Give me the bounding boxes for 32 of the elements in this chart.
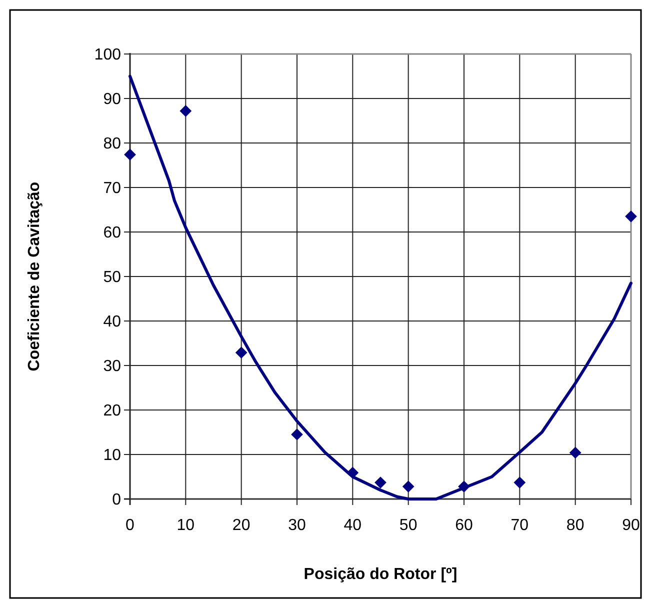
y-tick-label: 100: [94, 46, 122, 64]
y-tick-label: 20: [103, 402, 122, 420]
x-tick-label: 30: [288, 517, 306, 534]
y-tick-label: 60: [103, 224, 122, 242]
y-tick-label: 10: [103, 447, 122, 464]
point: [569, 446, 582, 459]
x-tick-label: 70: [510, 517, 529, 534]
y-tick-label: 0: [112, 492, 122, 509]
x-tick-label: 90: [622, 517, 640, 534]
x-tick-label: 50: [399, 517, 418, 534]
point: [180, 105, 192, 117]
x-axis-title: Posição do Rotor [º]: [304, 566, 458, 583]
x-tick-label: 40: [344, 517, 362, 534]
x-tick-label: 20: [232, 517, 250, 534]
x-tick-label: 10: [176, 517, 195, 534]
y-tick-label: 40: [103, 314, 122, 331]
point: [625, 210, 637, 222]
y-tick-label: 30: [103, 358, 122, 376]
y-tick-label: 80: [103, 136, 122, 153]
point: [374, 476, 386, 488]
y-tick-label: 50: [103, 269, 122, 286]
point: [291, 428, 303, 440]
x-tick-label: 80: [566, 517, 584, 534]
x-tick-label: 0: [126, 517, 135, 534]
point: [514, 476, 526, 488]
y-axis-title: Coeficiente de Cavitação: [26, 182, 43, 372]
x-tick-label: 60: [455, 517, 473, 534]
y-tick-label: 90: [103, 91, 122, 108]
point: [235, 346, 248, 359]
point: [402, 480, 414, 492]
y-tick-label: 70: [103, 180, 122, 198]
point: [124, 148, 136, 161]
